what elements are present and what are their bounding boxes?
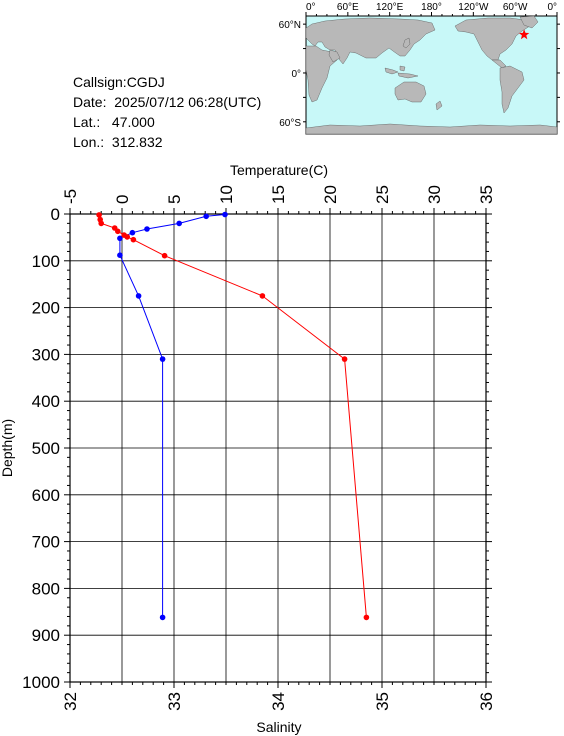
- depth-tick-label: 100: [32, 252, 60, 271]
- salinity-data-point: [259, 293, 266, 299]
- temperature-tick-label: 10: [217, 185, 236, 204]
- depth-tick-label: 600: [32, 486, 60, 505]
- salinity-data-point: [124, 234, 130, 240]
- date-line: Date: 2025/07/12 06:28(UTC): [73, 94, 262, 110]
- salinity-data-point: [111, 225, 118, 231]
- salinity-tick-label: 34: [269, 692, 288, 711]
- temperature-data-point: [117, 252, 123, 258]
- callsign-line: Callsign:CGDJ: [73, 74, 165, 90]
- depth-tick-label: 200: [32, 299, 60, 318]
- temperature-data-point: [129, 229, 136, 236]
- map-lon-label: 0°: [547, 2, 557, 13]
- plot-frame: [69, 213, 487, 683]
- temperature-data-point: [159, 614, 166, 621]
- map-lat-label: 60°S: [279, 118, 301, 129]
- temperature-tick-label: 35: [477, 185, 496, 204]
- salinity-data-point: [115, 228, 121, 235]
- salinity-data-point: [96, 212, 102, 218]
- depth-tick-label: 300: [32, 345, 60, 364]
- salinity-data-point: [341, 356, 348, 362]
- depth-tick-label: 0: [51, 205, 60, 224]
- salinity-data-point: [97, 216, 103, 223]
- salinity-data-point: [363, 614, 370, 621]
- temperature-tick-label: 25: [373, 185, 392, 204]
- map-lon-label: 120°E: [376, 2, 404, 13]
- depth-tick-label: 500: [32, 439, 60, 458]
- salinity-profile-line: [98, 214, 367, 618]
- temperature-axis-title: Temperature(C): [230, 162, 328, 178]
- salinity-data-point: [161, 252, 168, 259]
- depth-tick-label: 1000: [22, 673, 60, 692]
- depth-tick-label: 400: [32, 392, 60, 411]
- salinity-tick-label: 35: [373, 692, 392, 711]
- map-lon-label: 0°: [306, 2, 316, 13]
- temperature-data-point: [144, 226, 150, 232]
- temperature-data-point: [159, 356, 166, 362]
- depth-axis-title: Depth(m): [0, 419, 15, 477]
- temperature-data-point: [203, 213, 209, 220]
- salinity-data-point: [121, 232, 127, 238]
- salinity-tick-label: 33: [165, 692, 184, 711]
- salinity-axis-title: Salinity: [256, 719, 301, 735]
- depth-tick-label: 900: [32, 626, 60, 645]
- map-lon-label: 120°W: [458, 2, 489, 13]
- lat-line: Lat.: 47.000: [73, 114, 155, 130]
- temperature-tick-label: 5: [165, 195, 184, 204]
- temperature-tick-label: 15: [269, 185, 288, 204]
- location-map: 0° 60°E 120°E 180° 120°W 60°W 0° 60°N 0° 60°S: [279, 2, 560, 135]
- map-lon-label: 60°W: [503, 2, 528, 13]
- temperature-data-point: [222, 211, 228, 218]
- temperature-data-point: [135, 293, 142, 299]
- temperature-data-point: [176, 220, 182, 227]
- salinity-data-point: [98, 220, 104, 227]
- temperature-tick-label: 20: [321, 185, 340, 204]
- salinity-tick-label: 36: [477, 692, 496, 711]
- temperature-tick-label: 0: [113, 195, 132, 204]
- map-land: [305, 15, 558, 135]
- salinity-data-point: [130, 236, 137, 243]
- salinity-tick-label: 32: [61, 692, 80, 711]
- map-lat-label: 60°N: [279, 20, 301, 31]
- temperature-tick-label: 30: [425, 185, 444, 204]
- lon-line: Lon.: 312.832: [73, 134, 163, 150]
- depth-tick-label: 800: [32, 579, 60, 598]
- station-marker-star: [518, 29, 530, 40]
- depth-tick-label: 700: [32, 533, 60, 552]
- map-lon-label: 180°: [421, 2, 442, 13]
- temperature-tick-label: -5: [61, 189, 80, 204]
- map-lat-label: 0°: [291, 69, 301, 80]
- temperature-data-point: [117, 235, 123, 242]
- map-lon-label: 60°E: [337, 2, 359, 13]
- station-info: Callsign:CGDJ Date: 2025/07/12 06:28(UTC…: [73, 72, 261, 152]
- temperature-profile-line: [119, 214, 226, 618]
